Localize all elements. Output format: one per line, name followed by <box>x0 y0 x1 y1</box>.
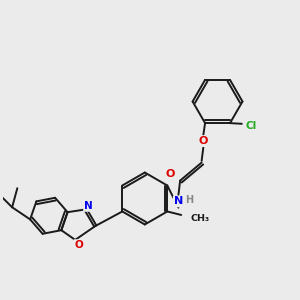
Text: Cl: Cl <box>245 121 256 131</box>
Text: CH₃: CH₃ <box>191 214 210 223</box>
Text: N: N <box>174 196 183 206</box>
Text: O: O <box>199 136 208 146</box>
Text: O: O <box>74 240 83 250</box>
Text: N: N <box>84 201 93 211</box>
Text: O: O <box>166 169 175 179</box>
Text: H: H <box>185 195 194 206</box>
